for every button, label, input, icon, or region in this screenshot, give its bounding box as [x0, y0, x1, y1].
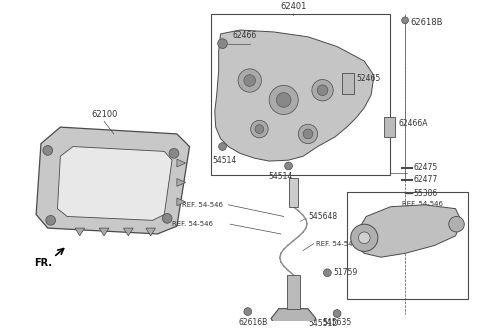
Circle shape	[317, 85, 328, 95]
Bar	[288, 177, 298, 207]
Text: 62466: 62466	[232, 31, 256, 40]
Text: 62475: 62475	[414, 163, 438, 173]
Text: 62100: 62100	[91, 110, 117, 119]
Circle shape	[244, 308, 252, 316]
Polygon shape	[215, 30, 374, 161]
Circle shape	[449, 216, 464, 232]
Circle shape	[238, 69, 262, 92]
Polygon shape	[177, 159, 186, 167]
Text: REF. 54-546: REF. 54-546	[172, 221, 213, 227]
Text: 54514: 54514	[213, 156, 237, 165]
Text: 54551D: 54551D	[308, 319, 338, 328]
Polygon shape	[271, 309, 316, 328]
Text: FR.: FR.	[34, 258, 52, 268]
Circle shape	[285, 162, 292, 170]
Text: 62466A: 62466A	[398, 119, 428, 128]
Text: 55448: 55448	[402, 212, 426, 221]
Circle shape	[351, 224, 378, 251]
Text: 62401: 62401	[280, 2, 307, 10]
Polygon shape	[36, 127, 190, 234]
Circle shape	[244, 75, 255, 86]
Polygon shape	[75, 228, 84, 236]
Circle shape	[312, 80, 333, 101]
Circle shape	[298, 124, 318, 144]
Polygon shape	[146, 228, 156, 236]
Circle shape	[162, 214, 172, 223]
Text: 54514: 54514	[269, 172, 293, 181]
Circle shape	[255, 125, 264, 133]
Bar	[342, 73, 354, 94]
Polygon shape	[177, 178, 186, 186]
Text: 62616B: 62616B	[238, 318, 267, 327]
Bar	[384, 117, 396, 137]
Text: 51759: 51759	[333, 268, 358, 277]
Circle shape	[217, 39, 228, 49]
Text: REF. 54-546: REF. 54-546	[402, 201, 443, 207]
Polygon shape	[58, 147, 172, 220]
Text: 55386: 55386	[414, 189, 438, 198]
Text: 52465: 52465	[357, 74, 381, 83]
Circle shape	[276, 92, 291, 107]
Circle shape	[43, 146, 53, 155]
Text: 62477: 62477	[414, 175, 438, 184]
Circle shape	[402, 17, 408, 24]
Circle shape	[251, 120, 268, 138]
Bar	[347, 192, 468, 299]
Text: 54501A: 54501A	[402, 234, 432, 243]
Circle shape	[324, 269, 331, 277]
Bar	[287, 275, 300, 309]
Circle shape	[46, 215, 56, 225]
Text: REF. 54-546: REF. 54-546	[316, 241, 357, 247]
Polygon shape	[123, 228, 133, 236]
Circle shape	[333, 310, 341, 318]
Text: 545648: 545648	[308, 212, 337, 221]
Circle shape	[169, 149, 179, 158]
Circle shape	[218, 143, 227, 151]
Bar	[211, 14, 391, 175]
Polygon shape	[99, 228, 109, 236]
Text: 62618B: 62618B	[410, 18, 443, 27]
Text: 545635: 545635	[323, 318, 352, 327]
Text: 545584A: 545584A	[396, 210, 430, 219]
Circle shape	[269, 85, 298, 114]
Text: 54500: 54500	[402, 225, 427, 234]
Circle shape	[303, 129, 313, 139]
Polygon shape	[177, 198, 186, 206]
Polygon shape	[355, 205, 461, 257]
Circle shape	[359, 232, 370, 244]
Text: REF. 54-546: REF. 54-546	[182, 202, 223, 208]
